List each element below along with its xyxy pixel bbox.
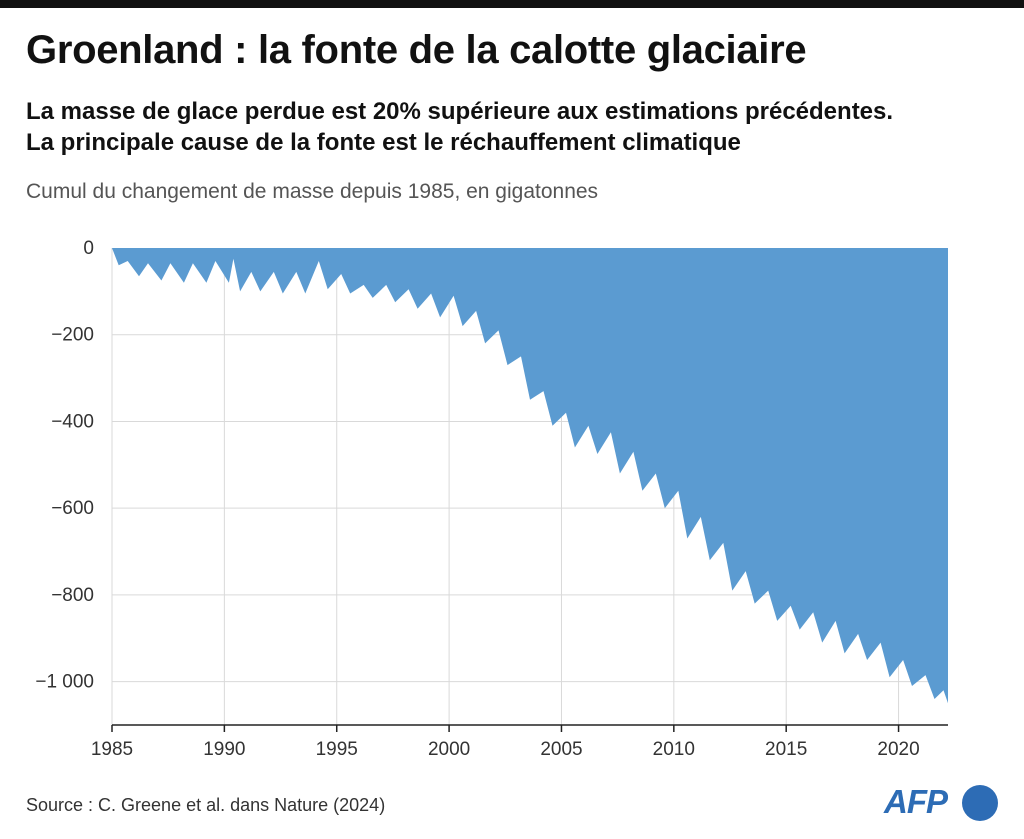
- subtitle-line-2: La principale cause de la fonte est le r…: [26, 129, 741, 156]
- mass-change-area: [112, 248, 948, 704]
- y-tick-label-5: −1 000: [35, 672, 94, 693]
- chart-title: Groenland : la fonte de la calotte glaci…: [26, 28, 807, 72]
- afp-logo: AFP: [884, 781, 1002, 823]
- y-tick-label-0: 0: [83, 238, 94, 259]
- area-chart: 1985 1990 1995 2000 2005 2010 2015 2020 0 −200 −40…: [35, 238, 948, 760]
- chart-subtitle: La masse de glace perdue est 20% supérie…: [26, 96, 1016, 158]
- y-tick-label-4: −800: [51, 585, 94, 606]
- x-tick-label-2010: 2010: [653, 739, 695, 760]
- source-note: Source : C. Greene et al. dans Nature (2…: [26, 795, 386, 815]
- unit-label: Cumul du changement de masse depuis 1985…: [26, 180, 599, 203]
- x-tick-label-2020: 2020: [877, 739, 919, 760]
- logo-dot-icon: [962, 785, 998, 821]
- x-tick-label-1985: 1985: [91, 739, 133, 760]
- logo-text: AFP: [884, 783, 948, 820]
- x-tick-label-2005: 2005: [540, 739, 582, 760]
- top-bar: [0, 0, 1024, 8]
- x-tick-label-2015: 2015: [765, 739, 807, 760]
- x-tick-label-1990: 1990: [203, 739, 245, 760]
- y-tick-label-2: −400: [51, 411, 94, 432]
- subtitle-line-1: La masse de glace perdue est 20% supérie…: [26, 98, 894, 125]
- x-tick-label-2000: 2000: [428, 739, 470, 760]
- y-tick-label-1: −200: [51, 325, 94, 346]
- y-tick-label-3: −600: [51, 498, 94, 519]
- x-tick-label-1995: 1995: [316, 739, 358, 760]
